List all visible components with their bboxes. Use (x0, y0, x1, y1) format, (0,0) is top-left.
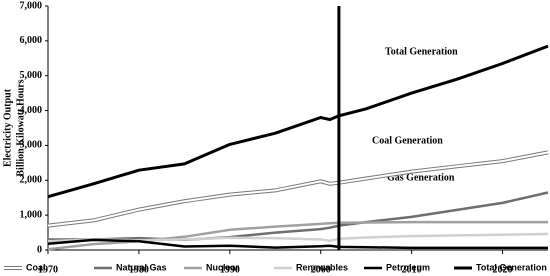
x-tick-label: 2000 (311, 264, 331, 275)
line-series (48, 191, 549, 242)
y-tick-label: 6,000 (20, 35, 43, 46)
x-tick-label: 1990 (220, 264, 240, 275)
y-axis-label: Electricity Output (2, 88, 13, 167)
line-outline (47, 150, 549, 228)
x-tick-label: 1970 (38, 264, 58, 275)
line-series (47, 151, 549, 227)
legend-label: Total Generation (476, 262, 547, 272)
annotation: Gas Generation (387, 172, 455, 183)
y-tick-label: 2,000 (20, 175, 43, 186)
x-tick-label: 2020 (493, 264, 513, 275)
y-tick-label: 0 (37, 244, 42, 255)
line-series (47, 232, 549, 243)
legend-label: Renewables (296, 262, 348, 272)
y-tick-label: 3,000 (20, 140, 43, 151)
legend-label: Petroleum (386, 262, 430, 272)
annotation: Total Generation (385, 46, 458, 57)
y-axis-label: Billion Kilowatt Hours (15, 79, 26, 176)
y-tick-label: 4,000 (20, 105, 43, 116)
legend-label: Coal (26, 262, 46, 272)
legend-label: Natural Gas (116, 262, 167, 272)
x-tick-label: 1980 (129, 264, 149, 275)
line-series (47, 44, 549, 199)
y-tick-label: 7,000 (20, 0, 43, 11)
line-series (47, 238, 548, 250)
x-tick-label: 2010 (402, 264, 422, 275)
legend-label: Nuclear (206, 262, 240, 272)
y-tick-label: 5,000 (20, 70, 43, 81)
annotation: Coal Generation (372, 135, 443, 146)
y-tick-label: 1,000 (20, 209, 43, 220)
